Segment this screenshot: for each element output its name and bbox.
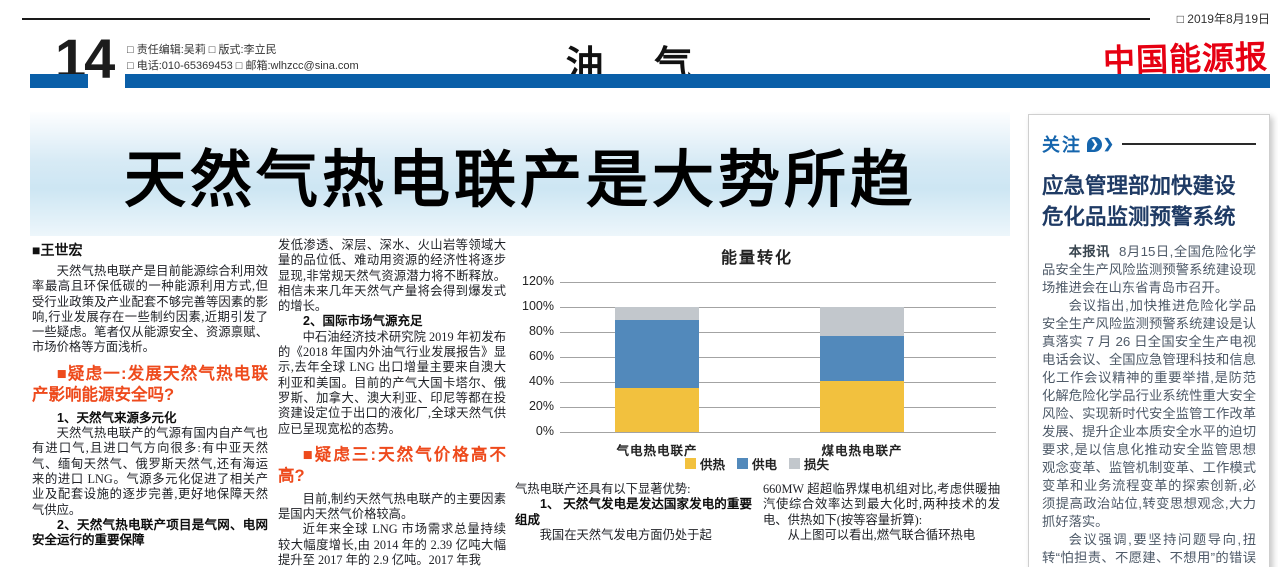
legend-item: 供热 [684,454,725,473]
focus-tag-row: 关注 ❯ ❯ [1042,131,1256,157]
legend-label: 损失 [804,458,830,472]
paragraph: 目前,制约天然气热电联产的主要因素是国内天然气价格较高。 [278,491,506,522]
x-axis-category-label: 煤电热电联产 [821,444,903,458]
paragraph: 中石油经济技术研究院 2019 年初发布的《2018 年国内外油气行业发展报告》… [278,329,506,436]
sidebar-headline-line-1: 应急管理部加快建设 [1042,174,1236,198]
bar-segment [820,380,904,432]
y-axis-tick-label: 40% [528,374,554,388]
y-axis-tick-label: 20% [528,399,554,413]
tag-rule-line [1121,143,1256,145]
subheading: 1、 天然气发电是发达国家发电的重要组成 [515,497,752,527]
x-axis-category-label: 气电热电联产 [616,444,698,458]
blue-bar-left-segment [30,74,88,88]
paragraph: 660MW 超超临界煤电机组对比,考虑供暖抽汽使综合效率达到最大化时,两种技术的… [763,482,1000,527]
chart-gridline [560,282,996,283]
chart-plot: 0% 20% 40% 60% 80% 100% 120% 气电热电联产 煤电热电联产 [522,274,996,458]
paragraph: 会议强调,要坚持问题导向,扭转“怕担责、不愿建、不想用”的错误观念,转变畏难推诿… [1042,532,1256,565]
top-rule [22,18,1150,20]
section-heading-doubt1: ■疑虑一:发展天然气热电联产影响能源安全吗? [32,364,268,404]
sidebar-headline-line-2: 危化品监测预警系统 [1042,205,1236,229]
legend-item: 供电 [736,454,777,473]
y-axis-tick-label: 0% [535,424,554,438]
paragraph: 近年来全球 LNG 市场需求总量持续较大幅度增长,由 2014 年的 2.39 … [278,522,506,567]
paragraph: 天然气热电联产的气源有国内自产气也有进口气,且进口气方向很多:有中亚天然气、缅甸… [32,426,268,517]
bar-segment [615,319,699,389]
chart-gridline [560,382,996,383]
chart-gridline [560,307,996,308]
chevron-circle-icon: ❯ [1087,136,1102,152]
paragraph: 天然气热电联产是目前能源综合利用效率最高且环保低碳的一种能源利用方式,但受行业政… [32,264,268,355]
editor-line-2: □ 电话:010-65369453 □ 邮箱:wlhzcc@sina.com [127,60,359,72]
chart-title: 能量转化 [720,250,793,267]
paragraph: 我国在天然气发电方面仍处于起 [539,527,712,542]
chevron-right-icon: ❯ ❯ [1087,136,1114,152]
chart-gridline [560,357,996,358]
y-axis-tick-label: 100% [522,299,554,313]
article-column-2: 发低渗透、深层、深水、火山岩等领域大量的品位低、难动用资源的经济性将逐步显现,非… [278,238,506,567]
legend-swatch [684,458,696,469]
article-author: ■王世宏 [32,242,83,258]
subheading: 2、国际市场气源充足 [303,314,423,329]
legend-swatch [789,458,800,469]
y-axis-tick-label: 120% [522,274,554,288]
article-headline: 天然气热电联产是大势所趋 [123,143,916,216]
bar-segment [820,307,904,336]
sidebar-headline: 应急管理部加快建设 危化品监测预警系统 [1042,171,1256,233]
section-heading-doubt3: ■疑虑三:天然气价格高不高? [278,445,506,485]
bar-segment [615,307,699,320]
report-lead: 本报讯 [1068,244,1110,259]
chevron-small-icon: ❯ [1103,136,1114,151]
chart-gridline [560,432,996,433]
chart-legend: 供热 供电 损失 [508,454,1006,473]
article-column-4: 660MW 超超临界煤电机组对比,考虑供暖抽汽使综合效率达到最大化时,两种技术的… [763,482,1000,567]
article-column-3: 气热电联产还具有以下显著优势: 1、 天然气发电是发达国家发电的重要组成 我国在… [515,482,752,567]
y-axis-tick-label: 80% [528,324,554,338]
y-axis-tick-label: 60% [528,349,554,363]
paragraph: 从上图可以看出,燃气联合循环热电 [787,527,976,542]
paragraph-text: 8月15日,全国危险化学品安全生产风险监测预警系统建设现场推进会在山东省青岛市召… [1042,244,1256,295]
chart-gridline [560,407,996,408]
focus-tag-label: 关注 [1042,135,1082,155]
article-column-1: 天然气热电联产是目前能源综合利用效率最高且环保低碳的一种能源利用方式,但受行业政… [32,264,268,567]
issue-date: □ 2019年8月19日 [1176,12,1270,26]
energy-conversion-chart: 能量转化 0% 20% 40% 60% 80% 100% 120% 气电热电联产 煤电热电联产 … [508,236,1006,482]
blue-bar [125,74,1270,88]
editor-info-block: □ 责任编辑:吴莉 □ 版式:李立民 □ 电话:010-65369453 □ 邮… [127,42,359,74]
bar-segment [615,388,699,432]
subheading: 1、天然气来源多元化 [57,410,177,425]
headline-banner: 天然气热电联产是大势所趋 [30,112,1010,236]
paragraph: 会议指出,加快推进危险化学品安全生产风险监测预警系统建设是认真落实 7 月 26… [1042,298,1256,529]
legend-label: 供电 [751,458,777,472]
paragraph: 发低渗透、深层、深水、火山岩等领域大量的品位低、难动用资源的经济性将逐步显现,非… [278,238,506,314]
subheading: 2、天然气热电联产项目是气网、电网安全运行的重要保障 [32,517,268,548]
legend-swatch [736,458,748,469]
legend-label: 供热 [699,458,725,472]
paragraph: 气热电联产还具有以下显著优势: [515,482,691,496]
bar-segment [820,335,904,381]
legend-item: 损失 [789,454,829,473]
chart-gridline [560,332,996,333]
paragraph: 本报讯 8月15日,全国危险化学品安全生产风险监测预警系统建设现场推进会在山东省青… [1042,243,1256,297]
sidebar-focus-box: 关注 ❯ ❯ 应急管理部加快建设 危化品监测预警系统 本报讯 8月15日,全国危险… [1028,114,1270,567]
editor-line-1: □ 责任编辑:吴莉 □ 版式:李立民 [127,44,277,56]
